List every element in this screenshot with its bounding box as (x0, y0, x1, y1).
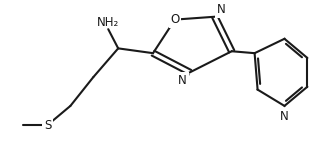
Text: O: O (170, 13, 180, 26)
Text: N: N (178, 74, 187, 87)
Text: S: S (44, 119, 51, 132)
Text: NH₂: NH₂ (97, 16, 119, 29)
Text: N: N (280, 110, 289, 123)
Text: N: N (217, 3, 226, 16)
